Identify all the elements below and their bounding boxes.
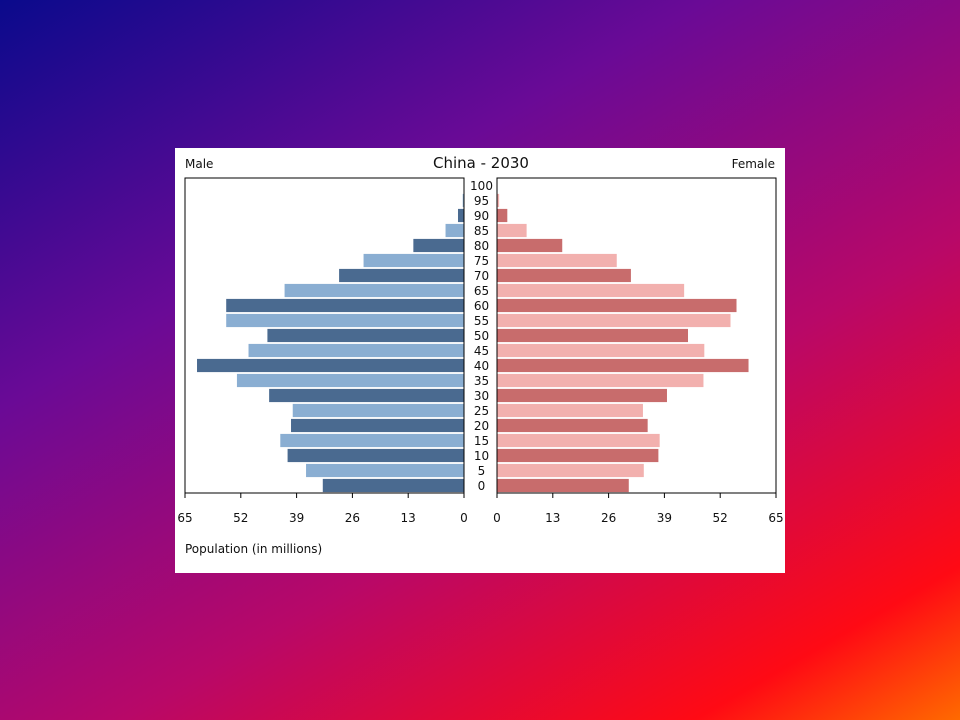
- age-label-20: 20: [474, 419, 489, 433]
- female-bar-45: [497, 343, 705, 358]
- age-label-35: 35: [474, 374, 489, 388]
- age-label-50: 50: [474, 329, 489, 343]
- age-label-45: 45: [474, 344, 489, 358]
- age-label-30: 30: [474, 389, 489, 403]
- female-bar-80: [497, 238, 563, 253]
- age-label-40: 40: [474, 359, 489, 373]
- population-pyramid-chart: China - 2030 Male Female Population (in …: [177, 154, 784, 556]
- male-bar-20: [291, 418, 464, 433]
- male-bar-70: [339, 268, 464, 283]
- male-bar-55: [226, 313, 464, 328]
- plot-area: 1009590858075706560555045403530252015105…: [177, 177, 784, 525]
- female-bar-85: [497, 223, 527, 238]
- female-bar-20: [497, 418, 648, 433]
- male-label: Male: [185, 157, 213, 171]
- age-label-80: 80: [474, 239, 489, 253]
- age-label-15: 15: [474, 434, 489, 448]
- age-label-60: 60: [474, 299, 489, 313]
- age-label-100: 100: [470, 179, 493, 193]
- female-bar-10: [497, 448, 659, 463]
- female-bar-55: [497, 313, 731, 328]
- female-bar-65: [497, 283, 685, 298]
- male-bar-65: [284, 283, 464, 298]
- male-bar-85: [445, 223, 464, 238]
- female-bar-95: [497, 193, 500, 208]
- female-tick-label-13: 13: [545, 511, 560, 525]
- male-bar-40: [197, 358, 464, 373]
- female-bar-50: [497, 328, 689, 343]
- female-label: Female: [732, 157, 775, 171]
- female-tick-label-52: 52: [713, 511, 728, 525]
- male-bar-75: [363, 253, 464, 268]
- male-bar-95: [462, 193, 464, 208]
- age-label-95: 95: [474, 194, 489, 208]
- female-bar-30: [497, 388, 667, 403]
- male-bar-90: [457, 208, 464, 223]
- male-tick-label-39: 39: [289, 511, 304, 525]
- male-bar-5: [306, 463, 464, 478]
- male-tick-label-0: 0: [460, 511, 468, 525]
- female-tick-label-0: 0: [493, 511, 501, 525]
- female-bar-5: [497, 463, 644, 478]
- female-bar-40: [497, 358, 749, 373]
- age-label-25: 25: [474, 404, 489, 418]
- male-panel-frame: [184, 177, 465, 494]
- age-label-5: 5: [478, 464, 486, 478]
- male-tick-label-26: 26: [345, 511, 360, 525]
- age-label-0: 0: [478, 479, 486, 493]
- male-bar-0: [322, 478, 464, 493]
- age-label-55: 55: [474, 314, 489, 328]
- female-bar-90: [497, 208, 508, 223]
- male-bar-80: [413, 238, 464, 253]
- female-tick-label-26: 26: [601, 511, 616, 525]
- female-bar-0: [497, 478, 629, 493]
- male-bar-45: [248, 343, 464, 358]
- female-bar-35: [497, 373, 704, 388]
- male-tick-label-65: 65: [177, 511, 192, 525]
- female-panel-frame: [496, 177, 777, 494]
- age-label-70: 70: [474, 269, 489, 283]
- female-tick-label-65: 65: [768, 511, 783, 525]
- female-bar-70: [497, 268, 631, 283]
- male-bar-15: [280, 433, 464, 448]
- female-bar-25: [497, 403, 643, 418]
- male-tick-label-52: 52: [233, 511, 248, 525]
- male-bar-25: [292, 403, 464, 418]
- male-tick-label-13: 13: [401, 511, 416, 525]
- female-bar-75: [497, 253, 617, 268]
- male-bar-30: [269, 388, 464, 403]
- female-bar-15: [497, 433, 660, 448]
- male-bar-50: [267, 328, 464, 343]
- chart-title: China - 2030: [433, 154, 529, 172]
- age-label-85: 85: [474, 224, 489, 238]
- male-bar-35: [236, 373, 464, 388]
- chart-panel: China - 2030 Male Female Population (in …: [175, 148, 785, 573]
- age-label-65: 65: [474, 284, 489, 298]
- female-tick-label-39: 39: [657, 511, 672, 525]
- age-label-90: 90: [474, 209, 489, 223]
- age-label-75: 75: [474, 254, 489, 268]
- male-bar-60: [226, 298, 464, 313]
- male-bar-10: [287, 448, 464, 463]
- x-axis-label: Population (in millions): [185, 542, 322, 556]
- female-bar-60: [497, 298, 737, 313]
- age-label-10: 10: [474, 449, 489, 463]
